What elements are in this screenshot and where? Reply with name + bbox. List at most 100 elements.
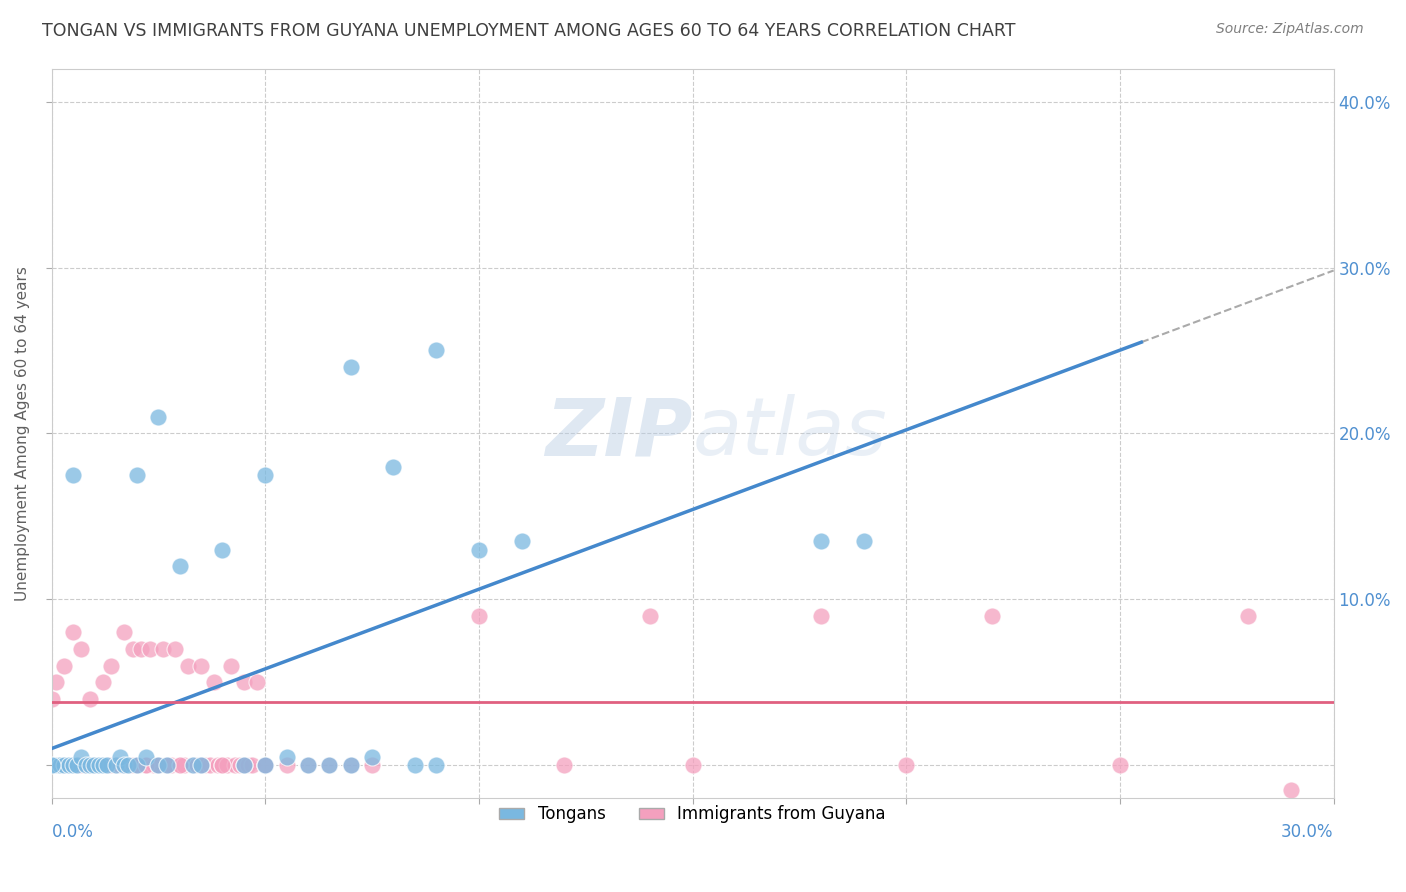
Point: [228, 758, 250, 772]
Y-axis label: Unemployment Among Ages 60 to 64 years: Unemployment Among Ages 60 to 64 years: [15, 266, 30, 601]
Point: [125, 758, 148, 772]
Point: [108, 749, 131, 764]
Point: [70, 749, 93, 764]
Point: [135, 758, 157, 772]
Point: [246, 675, 269, 690]
Point: [232, 675, 254, 690]
Point: [156, 758, 179, 772]
Point: [83, 758, 105, 772]
Point: [468, 608, 491, 623]
Point: [96, 758, 118, 772]
Point: [41, 758, 63, 772]
Point: [121, 758, 143, 772]
Point: [318, 758, 340, 772]
Point: [41, 691, 63, 706]
Point: [276, 749, 298, 764]
Point: [896, 758, 918, 772]
Point: [425, 758, 447, 772]
Point: [83, 758, 105, 772]
Point: [224, 758, 246, 772]
Point: [112, 758, 135, 772]
Text: ZIP: ZIP: [546, 394, 693, 473]
Point: [152, 642, 174, 657]
Point: [232, 758, 254, 772]
Point: [79, 758, 101, 772]
Point: [169, 758, 191, 772]
Point: [87, 758, 110, 772]
Point: [207, 758, 229, 772]
Point: [1279, 783, 1302, 797]
Point: [190, 758, 212, 772]
Point: [980, 608, 1002, 623]
Point: [1109, 758, 1132, 772]
Point: [66, 758, 89, 772]
Point: [382, 459, 405, 474]
Point: [91, 758, 114, 772]
Point: [53, 658, 76, 673]
Point: [121, 642, 143, 657]
Point: [177, 658, 200, 673]
Point: [339, 758, 361, 772]
Point: [58, 758, 80, 772]
Point: [254, 758, 277, 772]
Point: [254, 467, 277, 482]
Point: [112, 625, 135, 640]
Point: [156, 758, 179, 772]
Point: [139, 642, 162, 657]
Text: 30.0%: 30.0%: [1281, 823, 1334, 841]
Point: [108, 758, 131, 772]
Point: [339, 360, 361, 375]
Point: [79, 691, 101, 706]
Point: [117, 758, 139, 772]
Point: [49, 758, 72, 772]
Point: [181, 758, 204, 772]
Point: [404, 758, 426, 772]
Point: [148, 758, 170, 772]
Text: atlas: atlas: [693, 394, 887, 473]
Point: [75, 758, 97, 772]
Point: [49, 758, 72, 772]
Point: [211, 758, 233, 772]
Point: [810, 608, 832, 623]
Point: [186, 758, 208, 772]
Point: [125, 758, 148, 772]
Point: [236, 758, 259, 772]
Point: [96, 758, 118, 772]
Point: [53, 758, 76, 772]
Point: [58, 758, 80, 772]
Point: [339, 758, 361, 772]
Point: [62, 625, 84, 640]
Point: [117, 758, 139, 772]
Point: [45, 758, 67, 772]
Point: [169, 758, 191, 772]
Point: [810, 534, 832, 549]
Point: [297, 758, 319, 772]
Point: [108, 758, 131, 772]
Point: [254, 758, 277, 772]
Point: [66, 758, 89, 772]
Point: [276, 758, 298, 772]
Point: [553, 758, 575, 772]
Point: [129, 642, 152, 657]
Text: 0.0%: 0.0%: [52, 823, 93, 841]
Point: [219, 658, 242, 673]
Point: [148, 758, 170, 772]
Point: [425, 343, 447, 358]
Point: [41, 758, 63, 772]
Point: [66, 758, 89, 772]
Point: [232, 758, 254, 772]
Point: [135, 758, 157, 772]
Point: [215, 758, 238, 772]
Point: [211, 758, 233, 772]
Point: [100, 758, 122, 772]
Point: [104, 758, 127, 772]
Point: [638, 608, 661, 623]
Point: [190, 658, 212, 673]
Point: [125, 758, 148, 772]
Point: [194, 758, 217, 772]
Point: [361, 749, 384, 764]
Legend: Tongans, Immigrants from Guyana: Tongans, Immigrants from Guyana: [492, 799, 893, 830]
Point: [148, 758, 170, 772]
Point: [104, 758, 127, 772]
Point: [45, 758, 67, 772]
